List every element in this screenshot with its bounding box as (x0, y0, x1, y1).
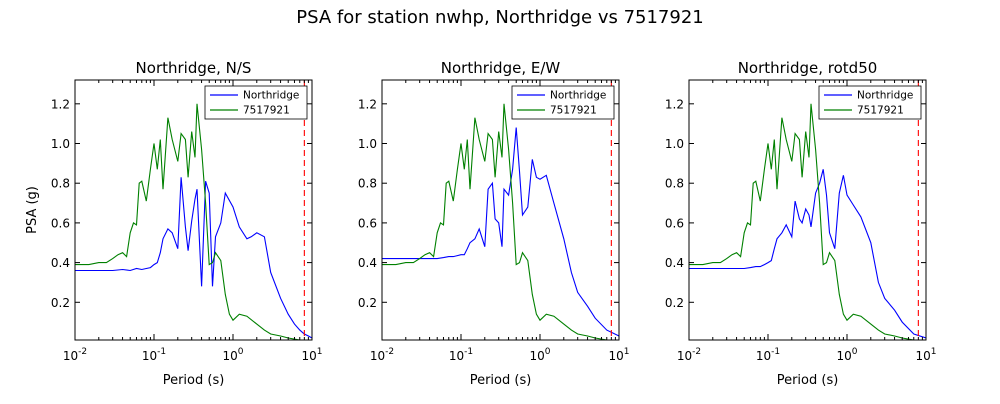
legend-box (818, 85, 922, 120)
x-tick-label: 10-1 (756, 347, 780, 363)
x-tick-label-exponent: 0 (852, 347, 858, 357)
x-tick-label-exponent: -2 (385, 347, 394, 357)
x-tick-label-exponent: 1 (931, 347, 937, 357)
x-tick-label-base: 10 (449, 349, 464, 363)
subplot-title: Northridge, N/S (136, 59, 252, 77)
legend-label: Northridge (243, 90, 299, 102)
x-tick-label-exponent: 0 (238, 347, 244, 357)
x-axis-label: Period (s) (470, 373, 532, 388)
legend: Northridge 7517921 (511, 85, 615, 120)
x-tick-label-base: 10 (608, 349, 623, 363)
legend-label: 7517921 (857, 105, 904, 117)
axes-frame (74, 79, 313, 341)
x-tick-label-base: 10 (301, 349, 316, 363)
x-tick-label: 10-2 (63, 347, 87, 363)
subplot-title: Northridge, E/W (441, 59, 561, 77)
x-tick-label: 100 (836, 347, 857, 363)
legend-label: 7517921 (243, 105, 290, 117)
y-tick-label: 1.0 (665, 137, 684, 151)
legend-box (204, 85, 308, 120)
x-tick-label-exponent: -2 (692, 347, 701, 357)
y-tick-label: 0.6 (358, 216, 377, 230)
subplot-1: Northridge, N/S0.20.40.60.81.01.210-2 10-… (25, 59, 323, 388)
series-line-northridge (382, 127, 619, 337)
axes-frame (688, 79, 927, 341)
legend-box (511, 85, 615, 120)
y-tick-label: 0.2 (358, 296, 377, 310)
x-tick-label-exponent: -1 (464, 347, 473, 357)
x-tick-label-exponent: 1 (624, 347, 630, 357)
y-tick-label: 0.4 (358, 256, 377, 270)
x-tick-label-base: 10 (836, 349, 851, 363)
subplots: Northridge, N/S0.20.40.60.81.01.210-2 10-… (25, 59, 937, 388)
x-tick-label: 10-2 (370, 347, 394, 363)
x-tick-label: 100 (222, 347, 243, 363)
x-tick-label-base: 10 (370, 349, 385, 363)
x-tick-label-exponent: -1 (157, 347, 166, 357)
y-tick-label: 1.2 (51, 97, 70, 111)
y-tick-label: 1.0 (51, 137, 70, 151)
series-line-northridge (689, 169, 926, 339)
series-line-7517921 (689, 103, 926, 340)
x-tick-label: 101 (608, 347, 629, 363)
legend-label: 7517921 (550, 105, 597, 117)
x-tick-label-exponent: 0 (545, 347, 551, 357)
x-axis-label: Period (s) (163, 373, 225, 388)
x-tick-label-base: 10 (677, 349, 692, 363)
subplot-3: Northridge, rotd500.20.40.60.81.01.210-2… (665, 59, 937, 388)
y-tick-label: 1.0 (358, 137, 377, 151)
x-tick-label-base: 10 (222, 349, 237, 363)
y-tick-label: 1.2 (358, 97, 377, 111)
plot-area (689, 103, 926, 340)
y-tick-label: 0.2 (665, 296, 684, 310)
plot-area (75, 103, 312, 340)
y-tick-label: 0.8 (51, 177, 70, 191)
series-line-7517921 (382, 103, 619, 340)
x-tick-label-base: 10 (756, 349, 771, 363)
x-tick-label-base: 10 (142, 349, 157, 363)
x-tick-label: 10-1 (142, 347, 166, 363)
plot-area (382, 103, 619, 340)
y-tick-label: 0.6 (665, 216, 684, 230)
y-tick-label: 1.2 (665, 97, 684, 111)
x-tick-label-base: 10 (915, 349, 930, 363)
y-tick-label: 0.8 (665, 177, 684, 191)
axes-frame (381, 79, 620, 341)
legend: Northridge 7517921 (818, 85, 922, 120)
x-axis-label: Period (s) (777, 373, 839, 388)
series-line-7517921 (75, 103, 312, 340)
x-tick-label-base: 10 (529, 349, 544, 363)
x-tick-label-exponent: -1 (771, 347, 780, 357)
legend-label: Northridge (550, 90, 606, 102)
x-tick-label-base: 10 (63, 349, 78, 363)
legend: Northridge 7517921 (204, 85, 308, 120)
figure-suptitle: PSA for station nwhp, Northridge vs 7517… (296, 7, 704, 28)
x-tick-label: 10-2 (677, 347, 701, 363)
subplot-2: Northridge, E/W0.20.40.60.81.01.210-2 10-… (358, 59, 630, 388)
y-tick-label: 0.8 (358, 177, 377, 191)
y-tick-label: 0.6 (51, 216, 70, 230)
x-tick-label: 101 (915, 347, 936, 363)
x-tick-label: 101 (301, 347, 322, 363)
y-tick-label: 0.4 (665, 256, 684, 270)
x-tick-label-exponent: -2 (78, 347, 87, 357)
y-tick-label: 0.4 (51, 256, 70, 270)
legend-label: Northridge (857, 90, 913, 102)
y-tick-label: 0.2 (51, 296, 70, 310)
x-tick-label: 10-1 (449, 347, 473, 363)
y-axis-label: PSA (g) (25, 186, 40, 234)
x-tick-label: 100 (529, 347, 550, 363)
x-tick-label-exponent: 1 (317, 347, 323, 357)
series-line-northridge (75, 177, 312, 339)
subplot-title: Northridge, rotd50 (738, 59, 878, 77)
